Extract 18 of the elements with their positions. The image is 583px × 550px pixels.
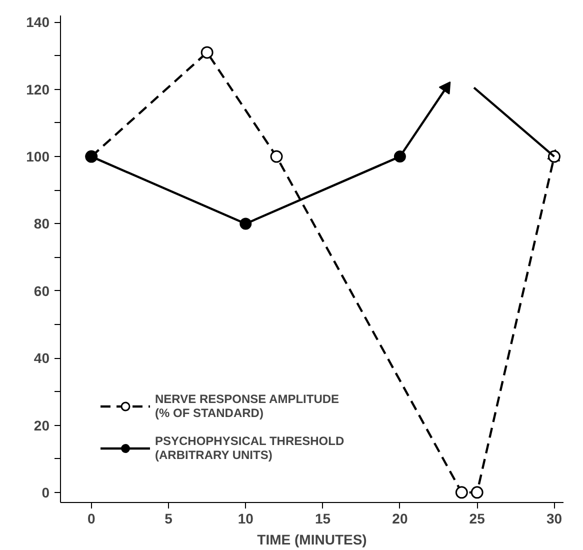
x-tick-label: 10 (238, 510, 254, 526)
y-tick-label: 20 (34, 417, 50, 434)
legend-label: NERVE RESPONSE AMPLITUDE (% OF STANDARD) (155, 392, 340, 420)
legend-label: PSYCHOPHYSICAL THRESHOLD (ARBITRARY UNITS) (155, 434, 344, 462)
y-tick-label: 40 (34, 350, 50, 366)
y-tick-label: 60 (34, 282, 50, 299)
y-tick-label: 120 (26, 81, 50, 98)
x-tick-label: 30 (546, 510, 562, 526)
x-tick-label: 5 (164, 510, 173, 526)
y-tick-label: 100 (26, 148, 50, 165)
y-tick-label: 0 (42, 484, 50, 500)
x-tick-label: 20 (392, 510, 408, 526)
x-tick-label: 15 (315, 510, 331, 526)
x-tick-label: 25 (469, 510, 486, 526)
x-axis-title: TIME (MINUTES) (257, 532, 367, 548)
x-tick-label: 0 (87, 510, 96, 526)
y-tick-label: 80 (34, 216, 50, 232)
y-tick-label: 140 (26, 14, 50, 30)
